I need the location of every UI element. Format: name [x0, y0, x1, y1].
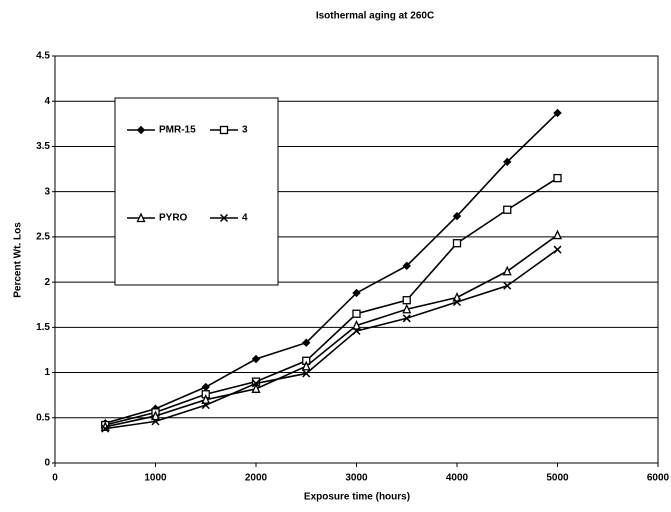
x-tick-label: 4000	[446, 473, 469, 484]
marker	[201, 394, 211, 404]
marker	[452, 297, 462, 307]
y-tick-label: 4	[44, 96, 50, 107]
y-tick-label: 1	[44, 367, 50, 378]
marker	[352, 326, 361, 335]
marker	[352, 288, 361, 298]
marker	[402, 303, 412, 314]
marker	[402, 314, 411, 323]
legend-label: 3	[242, 125, 248, 136]
series-line	[105, 112, 559, 424]
marker	[302, 369, 311, 378]
marker	[201, 401, 210, 410]
marker	[502, 265, 512, 276]
x-tick-label: 1000	[144, 473, 167, 484]
marker	[402, 296, 411, 305]
marker	[101, 424, 110, 433]
marker	[452, 239, 462, 248]
marker	[302, 338, 311, 347]
y-tick-label: 4.5	[36, 51, 50, 62]
y-tick-label: 3.5	[36, 141, 50, 152]
marker	[553, 173, 562, 183]
marker	[553, 108, 562, 118]
marker	[251, 354, 261, 364]
y-tick-label: 2.5	[36, 232, 50, 243]
marker	[352, 309, 361, 318]
y-tick-label: 2	[44, 277, 50, 288]
chart-title: Isothermal aging at 260C	[316, 11, 434, 22]
marker	[351, 319, 362, 330]
series-line	[105, 177, 558, 426]
legend-marker	[219, 213, 229, 223]
marker	[503, 205, 512, 214]
legend-marker	[219, 125, 229, 135]
legend-label: PYRO	[159, 213, 188, 224]
marker	[251, 383, 261, 393]
series-line	[105, 234, 558, 428]
legend-label: 4	[242, 213, 248, 224]
series-line	[105, 248, 558, 430]
y-tick-label: 0.5	[36, 412, 50, 423]
x-tick-label: 0	[52, 473, 58, 484]
y-axis-label: Percent Wt. Los	[13, 222, 24, 298]
marker	[151, 417, 160, 426]
x-tick-label: 6000	[647, 473, 670, 484]
x-tick-label: 3000	[345, 473, 368, 484]
marker	[251, 379, 261, 388]
legend-marker	[136, 212, 146, 223]
legend-marker	[136, 125, 146, 135]
y-tick-label: 0	[44, 458, 50, 469]
marker	[402, 261, 411, 271]
marker	[503, 281, 512, 290]
legend-box	[114, 97, 279, 286]
marker	[452, 211, 462, 221]
y-tick-label: 3	[44, 186, 50, 197]
marker	[552, 229, 563, 240]
marker	[301, 360, 311, 371]
legend-label: PMR-15	[159, 125, 196, 136]
x-axis-label: Exposure time (hours)	[304, 492, 410, 503]
y-tick-label: 1.5	[36, 322, 50, 333]
x-tick-label: 2000	[245, 473, 268, 484]
marker	[553, 245, 562, 254]
x-tick-label: 5000	[546, 473, 569, 484]
marker	[150, 410, 161, 421]
marker	[503, 157, 512, 167]
